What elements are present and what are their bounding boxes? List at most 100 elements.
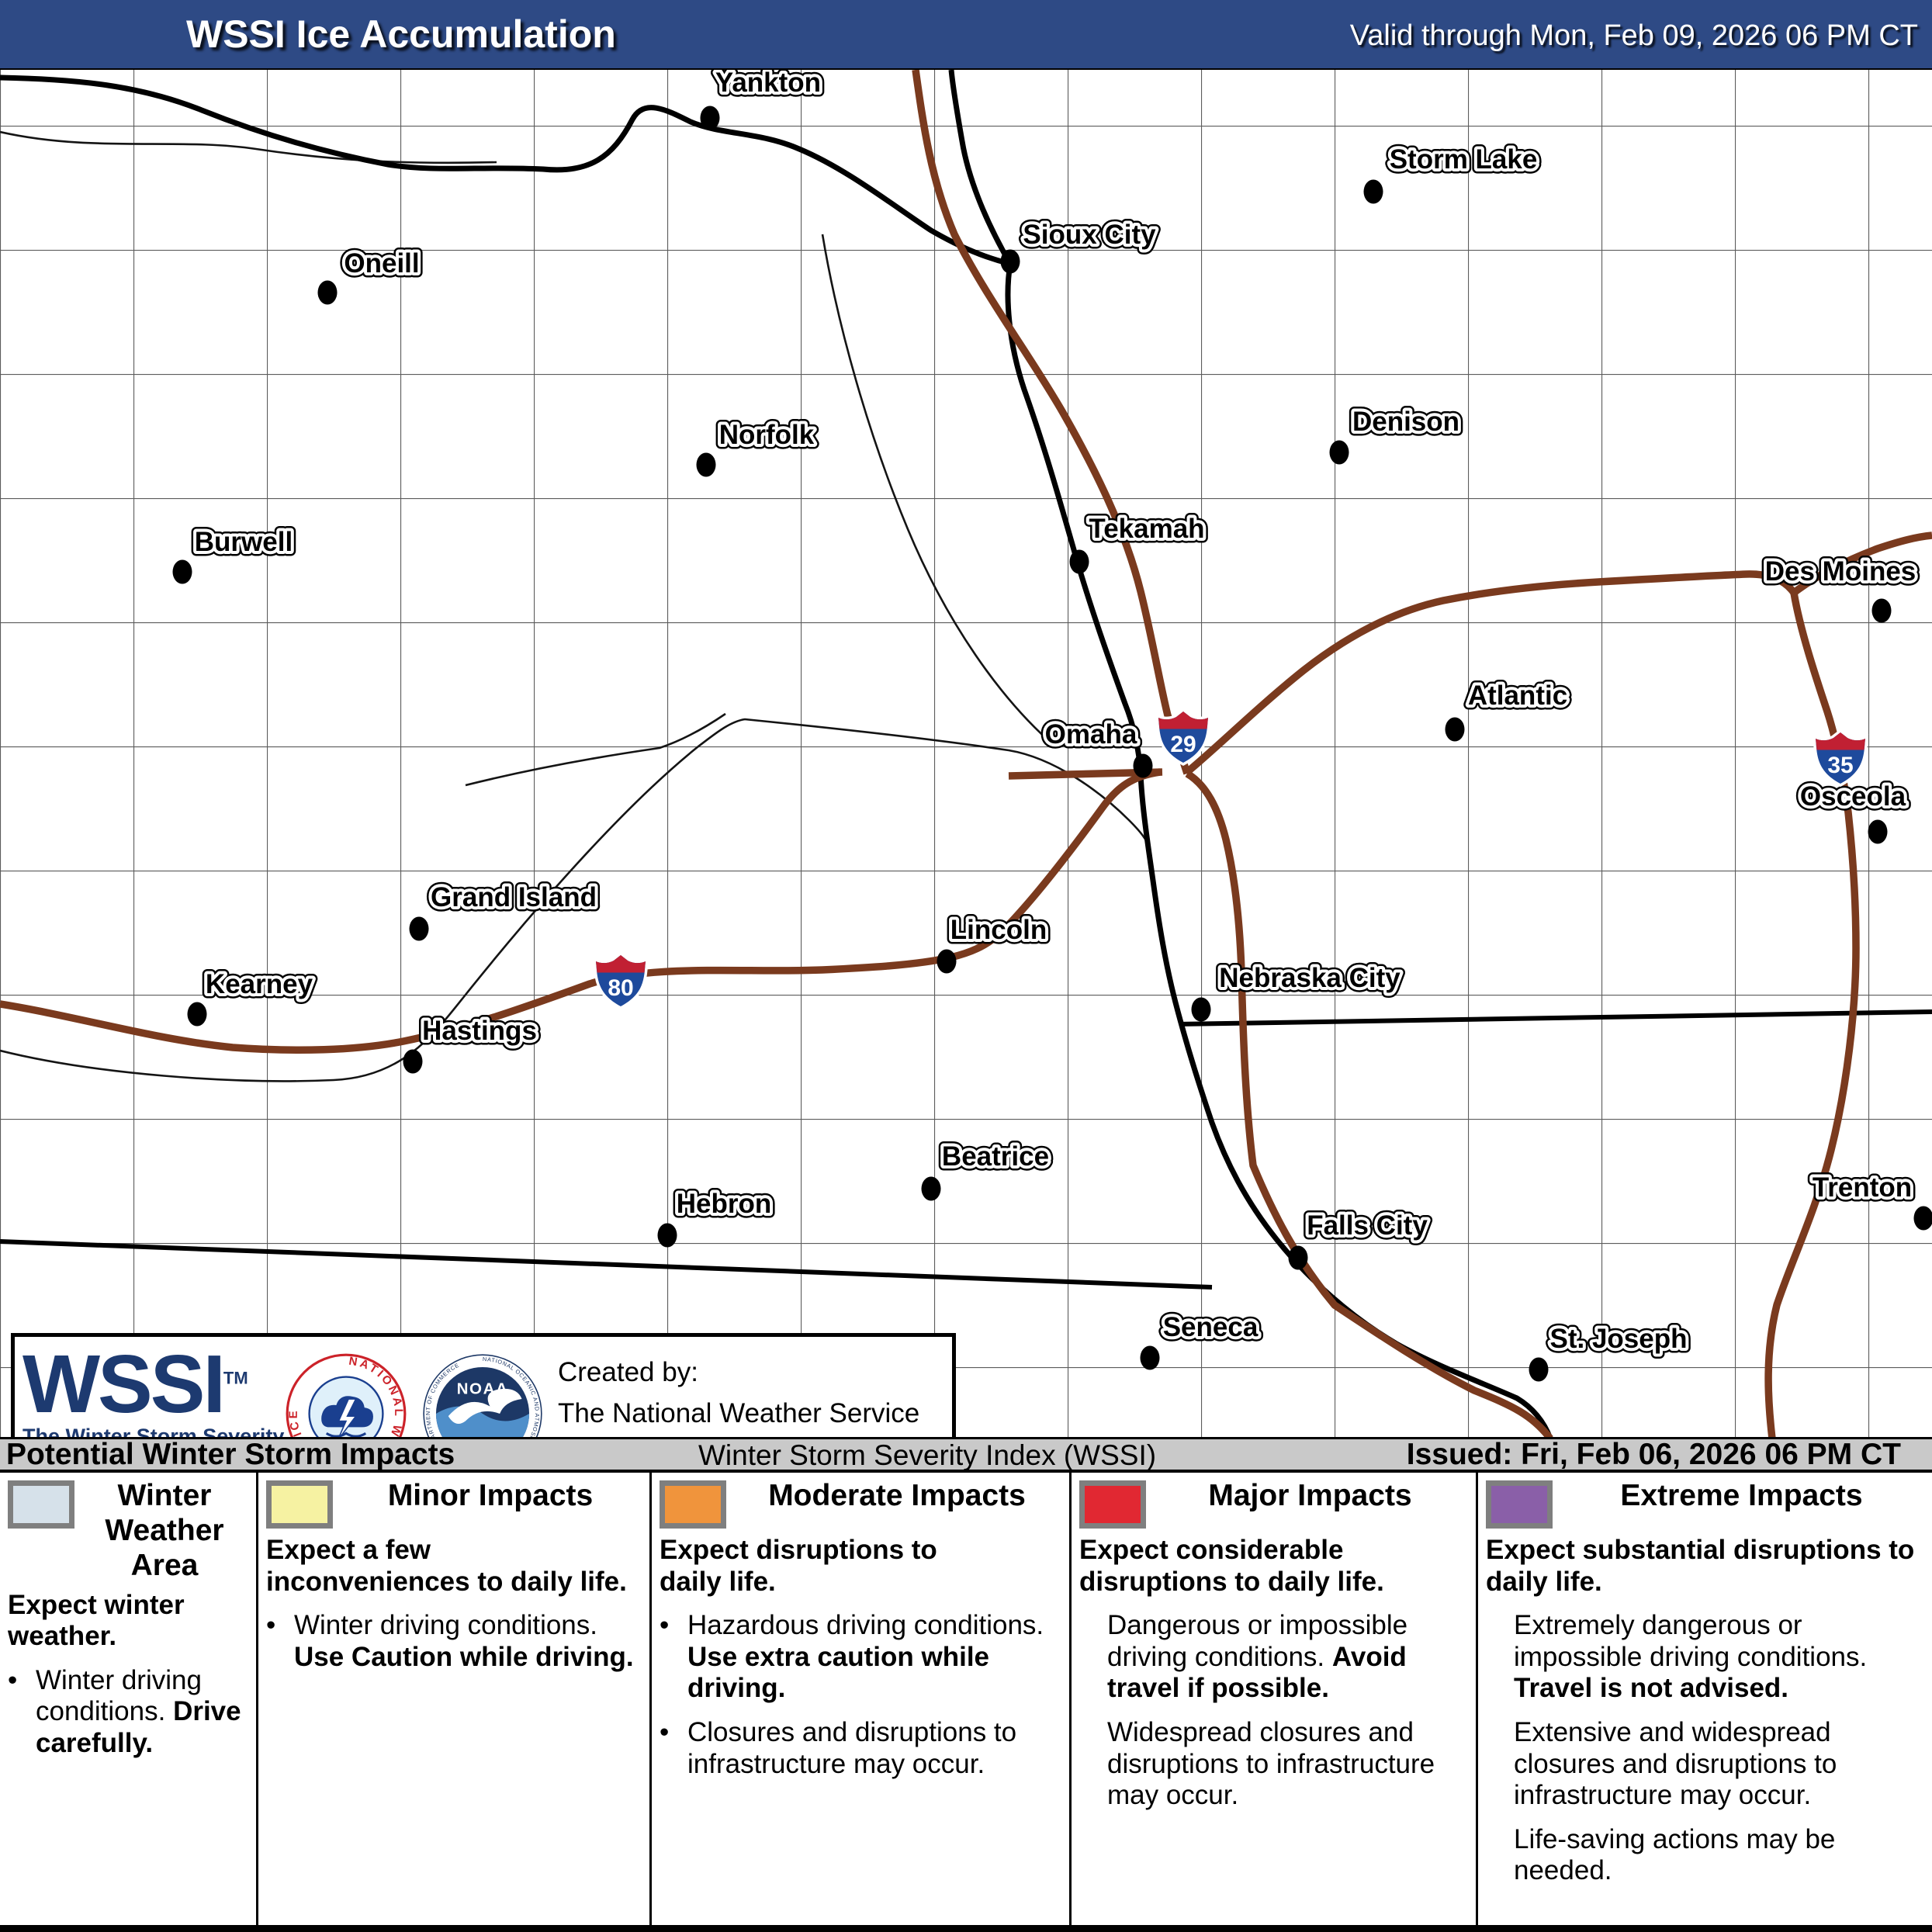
city-label: Des Moines — [1765, 556, 1916, 587]
highways — [0, 70, 1932, 1439]
rivers — [0, 130, 1151, 1082]
legend-lead-text: Expect substantial disruptions to daily … — [1486, 1535, 1915, 1597]
created-by-line1: Created by: — [558, 1357, 698, 1388]
city-label: Kearney — [206, 969, 313, 999]
city-label: Grand Island — [431, 882, 597, 912]
bullet-marker: • — [8, 1664, 18, 1695]
legend-item: • Winter driving conditions. Use Caution … — [266, 1610, 642, 1673]
city-dot — [1868, 819, 1888, 844]
city-label: Osceola — [1800, 781, 1906, 812]
city-label: Omaha — [1045, 719, 1137, 750]
legend-item: • Winter driving conditions. Drive carefu… — [8, 1665, 248, 1760]
city-dot — [317, 280, 338, 305]
city-label: Seneca — [1163, 1312, 1259, 1342]
city-label: Kearney — [206, 969, 313, 999]
city-label: Norfolk — [719, 420, 815, 450]
city-label: Burwell — [195, 527, 293, 557]
interstate-number: 29 — [1170, 732, 1196, 757]
bullet-marker: • — [660, 1716, 670, 1747]
city-label: Denison — [1352, 407, 1459, 437]
city-label: Storm Lake — [1390, 144, 1538, 175]
legend-item: Dangerous or impossible driving conditio… — [1079, 1610, 1468, 1705]
legend-lead-text: Expect winter weather. — [8, 1589, 185, 1652]
legend-heading: Winter Weather Area — [105, 1479, 224, 1582]
city-label: Norfolk — [719, 420, 815, 450]
city-label: Yankton — [715, 70, 821, 98]
city-label: Omaha — [1045, 719, 1137, 750]
city-label: St. Joseph — [1550, 1324, 1688, 1354]
city-label: Hebron — [677, 1189, 772, 1219]
city-label: Nebraska City — [1219, 963, 1401, 993]
city-label: Yankton — [715, 70, 821, 98]
page-title: WSSI Ice Accumulation — [186, 12, 616, 56]
legend-item-text: Closures and disruptions to infrastructu… — [687, 1716, 1017, 1779]
legend-lead-text: Expect a few inconveniences to daily lif… — [266, 1535, 627, 1597]
city-label: Oneill — [344, 248, 419, 279]
city-label: Des Moines — [1765, 556, 1916, 587]
legend-item: Extremely dangerous or impossible drivin… — [1486, 1610, 1924, 1705]
legend-column: Extreme Impacts Expect substantial disrup… — [1476, 1473, 1932, 1925]
city-label: Beatrice — [942, 1141, 1049, 1172]
city-label: Hastings — [422, 1016, 537, 1046]
legend-column: Moderate Impacts Expect disruptions to da… — [649, 1473, 1069, 1925]
legend-item: Widespread closures and disruptions to i… — [1079, 1717, 1468, 1812]
legend-column: Minor Impacts Expect a few inconveniences… — [256, 1473, 649, 1925]
city-label: Oneill — [344, 248, 419, 279]
city-label: Beatrice — [942, 1141, 1049, 1172]
city-label: Beatrice — [942, 1141, 1049, 1172]
interstate-number: 80 — [608, 975, 633, 1001]
city-label: Trenton — [1813, 1172, 1912, 1203]
city-label: Hastings — [422, 1016, 537, 1046]
legend-item-text: Winter driving conditions. Use Caution w… — [294, 1610, 634, 1672]
city-label: Tekamah — [1089, 514, 1204, 544]
interstate-shield: 35 — [1812, 729, 1869, 787]
legend-lead-text: Expect considerable disruptions to daily… — [1079, 1535, 1384, 1597]
legend: Winter Weather Area Expect winter weather… — [0, 1473, 1932, 1932]
city-label: Sioux City — [1023, 220, 1156, 250]
city-dot — [1529, 1357, 1549, 1382]
city-label: Burwell — [195, 527, 293, 557]
legend-heading: Extreme Impacts — [1620, 1479, 1863, 1512]
noaa-wordmark: NOAA — [457, 1380, 509, 1398]
legend-swatch — [8, 1480, 74, 1529]
legend-item-text: Winter driving conditions. Drive careful… — [36, 1664, 241, 1758]
legend-swatch — [1079, 1480, 1146, 1529]
tm-mark: TM — [223, 1368, 248, 1388]
city-dot — [1069, 549, 1089, 574]
city-label: Yankton — [715, 70, 821, 98]
legend-item: • Hazardous driving conditions. Use extra… — [660, 1610, 1061, 1705]
valid-through-text: Valid through Mon, Feb 09, 2026 06 PM CT — [1349, 19, 1918, 52]
city-label: St. Joseph — [1550, 1324, 1688, 1354]
item-indent — [1486, 1717, 1514, 1812]
city-label: Osceola — [1800, 781, 1906, 812]
city-dot — [700, 106, 720, 130]
city-dot — [1133, 753, 1153, 778]
legend-heading: Moderate Impacts — [768, 1479, 1026, 1512]
item-indent — [1079, 1717, 1107, 1812]
legend-item-text: Life-saving actions may be needed. — [1514, 1823, 1836, 1886]
interstate-number: 35 — [1827, 753, 1853, 778]
city-dot — [1140, 1345, 1160, 1370]
city-label: Grand Island — [431, 882, 597, 912]
wssi-wordmark: WSSITM — [23, 1338, 248, 1430]
city-label: Seneca — [1163, 1312, 1259, 1342]
city-label: Storm Lake — [1390, 144, 1538, 175]
legend-item-text: Widespread closures and disruptions to i… — [1107, 1716, 1435, 1811]
city-label: Burwell — [195, 527, 293, 557]
